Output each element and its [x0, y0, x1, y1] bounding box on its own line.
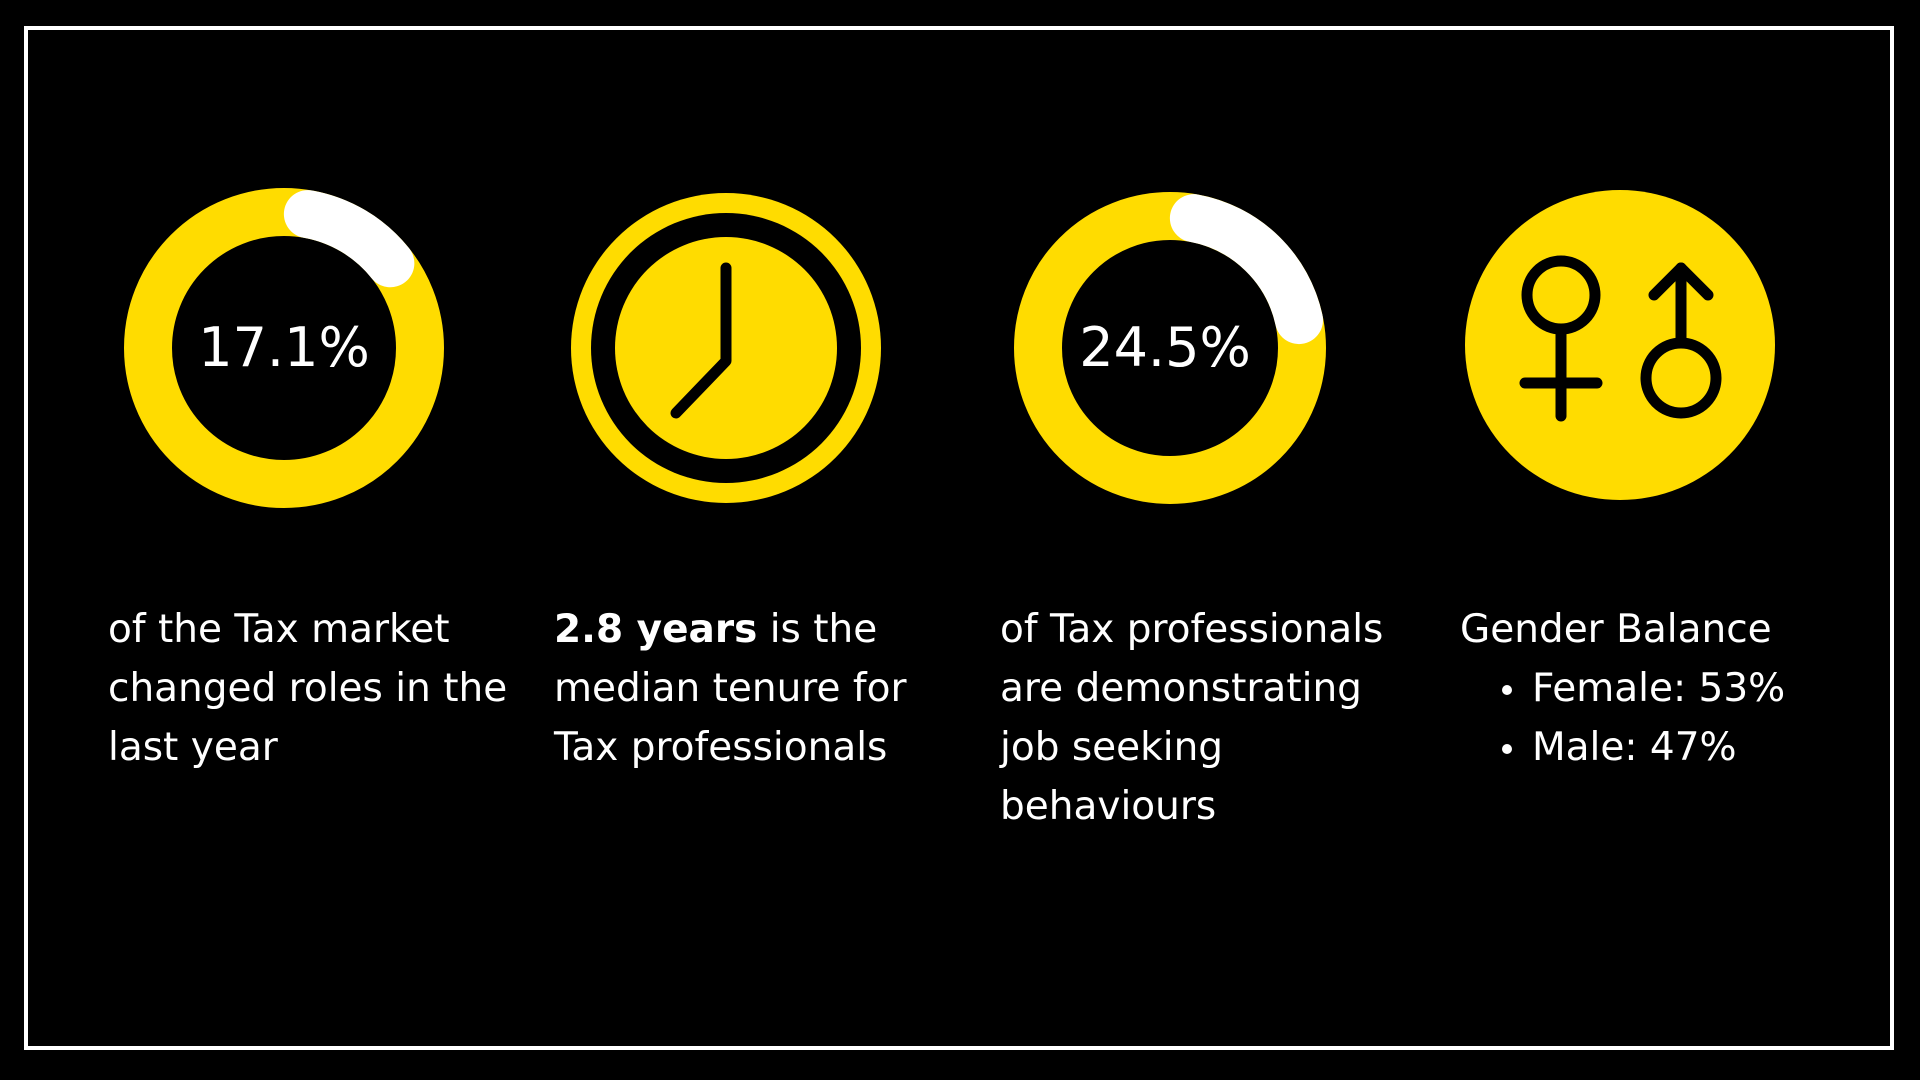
list-item: Female: 53%: [1502, 659, 1880, 718]
donut-progress-arc: [1169, 194, 1324, 345]
gender-circle: [1465, 190, 1775, 500]
gender-title: Gender Balance: [1460, 607, 1772, 652]
gender-list: Female: 53% Male: 47%: [1460, 659, 1880, 777]
caption-text: 2.8 years is the median tenure for Tax p…: [554, 600, 934, 777]
caption-bold: 2.8 years: [554, 607, 758, 652]
clock-icon: [670, 262, 732, 419]
list-item: Male: 47%: [1502, 718, 1880, 777]
donut-chart-roles-changed: 17.1%: [114, 178, 454, 518]
caption-text: of the Tax market changed roles in the l…: [108, 607, 508, 770]
infographic-border: [24, 26, 1894, 1050]
caption-roles-changed: of the Tax market changed roles in the l…: [108, 600, 508, 777]
caption-job-seeking: of Tax professionals are demonstrating j…: [1000, 600, 1400, 836]
clock-graphic: [556, 178, 896, 518]
donut-svg: 17.1%: [124, 188, 444, 508]
donut-progress-arc: [283, 190, 415, 288]
donut-value-label: 24.5%: [1079, 316, 1251, 379]
donut-chart-job-seeking: 24.5%: [1000, 178, 1340, 518]
female-symbol-icon: [1519, 255, 1603, 422]
caption-rest: is the median tenure for Tax professiona…: [554, 607, 907, 770]
caption-gender-balance: Gender Balance Female: 53% Male: 47%: [1460, 600, 1880, 777]
caption-text: of Tax professionals are demonstrating j…: [1000, 607, 1384, 829]
donut-value-label: 17.1%: [198, 316, 370, 379]
male-symbol-icon: [1640, 262, 1722, 419]
caption-tenure: 2.8 years is the median tenure for Tax p…: [554, 600, 934, 777]
gender-graphic: [1450, 178, 1790, 518]
